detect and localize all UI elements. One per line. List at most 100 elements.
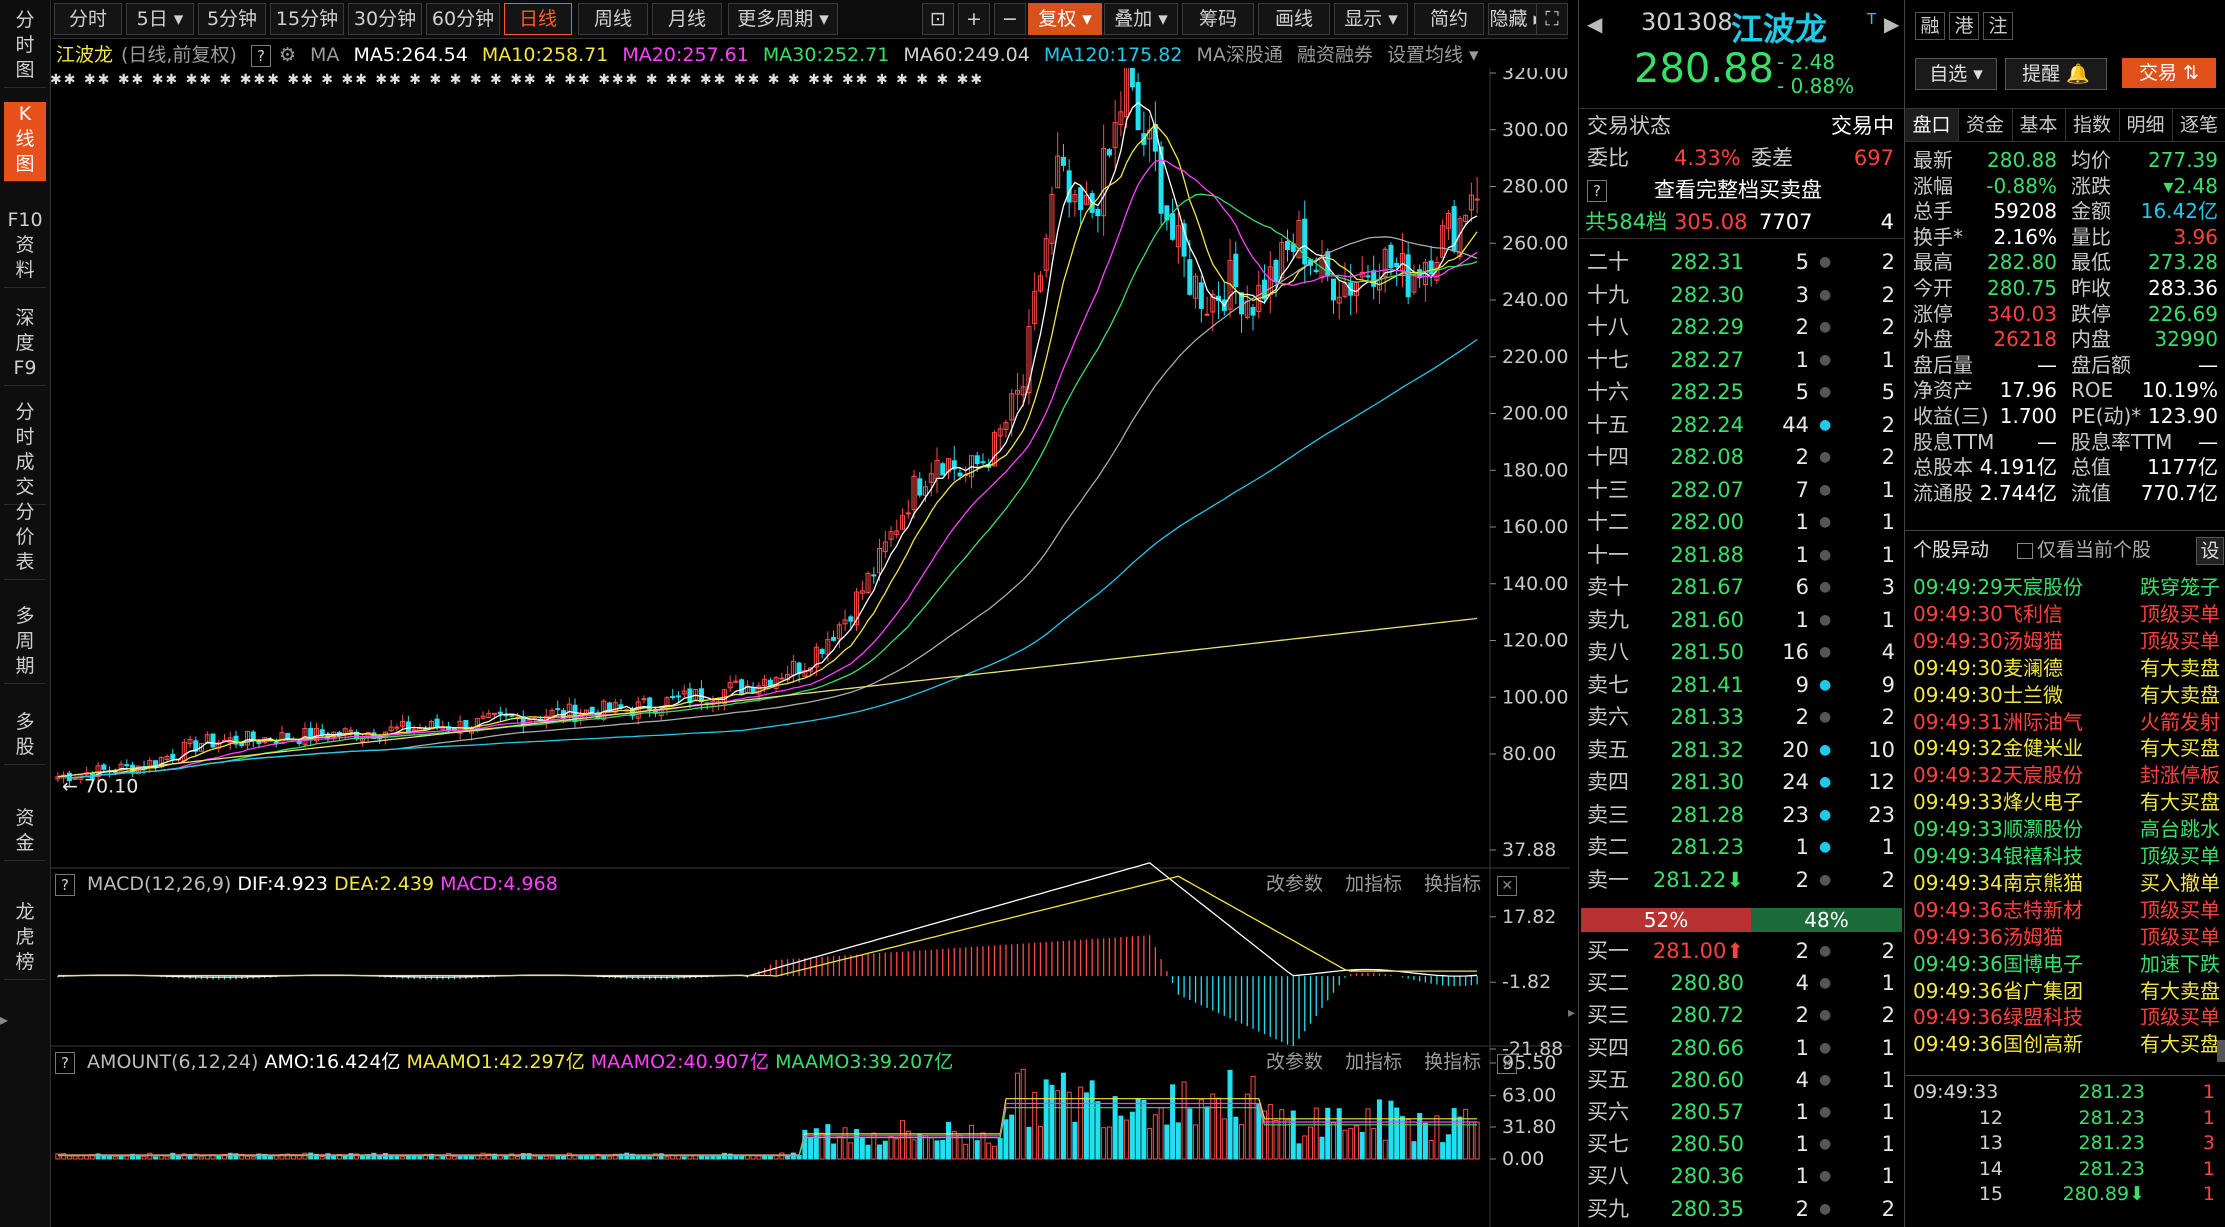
period-tab-8[interactable]: 月线 (652, 3, 722, 35)
bid-row[interactable]: 买四 280.66 1 ● 1 (1579, 1032, 1904, 1064)
event-row[interactable]: 09:49:34 银禧科技 顶级买单 (1905, 843, 2225, 870)
bid-row[interactable]: 买二 280.80 4 ● 1 (1579, 967, 1904, 999)
event-stock[interactable]: 顺灏股份 (2003, 817, 2083, 842)
amount-close-icon[interactable]: ✕ (1497, 1054, 1518, 1074)
event-row[interactable]: 09:49:31 洲际油气 火箭发射 (1905, 709, 2225, 736)
ask-row[interactable]: 卖六 281.33 2 ● 2 (1579, 701, 1904, 733)
bid-row[interactable]: 买八 280.36 1 ● 1 (1579, 1160, 1904, 1192)
nav-item-2[interactable]: F10 资 料 (4, 208, 46, 288)
event-row[interactable]: 09:49:36 志特新材 顶级买单 (1905, 897, 2225, 924)
event-stock[interactable]: 天宸股份 (2003, 763, 2083, 788)
macd-add-indicator-button[interactable]: 加指标 (1345, 873, 1403, 895)
ask-row[interactable]: 卖十 281.67 6 ● 3 (1579, 571, 1904, 603)
event-row[interactable]: 09:49:36 国博电子 加速下跌 (1905, 951, 2225, 978)
next-stock-arrow[interactable]: ▶ (1884, 12, 1900, 36)
event-row[interactable]: 09:49:36 汤姆猫 顶级买单 (1905, 924, 2225, 951)
period-tab-2[interactable]: 5分钟 (198, 3, 266, 35)
events-checkbox[interactable] (2017, 543, 2033, 559)
event-row[interactable]: 09:49:30 飞利信 顶级买单 (1905, 601, 2225, 628)
event-stock[interactable]: 金健米业 (2003, 736, 2083, 761)
zoom-out-icon[interactable]: − (994, 3, 1026, 35)
event-row[interactable]: 09:49:36 绿盟科技 顶级买单 (1905, 1004, 2225, 1031)
macd-switch-indicator-button[interactable]: 换指标 (1424, 873, 1482, 895)
ask-row[interactable]: 十八 282.29 2 ● 2 (1579, 311, 1904, 343)
news-markers[interactable]: ✱✱ ✱✱ ✱✱ ✱✱ ✱✱ ✱ ✱✱✱ ✱✱ ✱ ✱✱ ✱✱ ✱ ✱ ✱ ✱ … (50, 72, 985, 88)
bid-row[interactable]: 买九 280.35 2 ● 2 (1579, 1193, 1904, 1225)
event-stock[interactable]: 汤姆猫 (2003, 924, 2063, 949)
period-tab-6[interactable]: 日线 (504, 3, 572, 35)
ask-row[interactable]: 十九 282.30 3 ● 2 (1579, 279, 1904, 311)
nav-item-7[interactable]: 多 股 (4, 710, 46, 765)
period-tab-3[interactable]: 15分钟 (270, 3, 344, 35)
alert-button[interactable]: 提醒 🔔 (2005, 58, 2107, 90)
event-row[interactable]: 09:49:33 烽火电子 有大买盘 (1905, 789, 2225, 816)
amount-switch-indicator-button[interactable]: 换指标 (1424, 1051, 1482, 1073)
event-stock[interactable]: 汤姆猫 (2003, 628, 2063, 653)
tab-1[interactable]: 资金 (1959, 109, 2013, 141)
help-icon[interactable]: ? (250, 45, 271, 67)
tool-button-3[interactable]: 画线 (1258, 3, 1330, 35)
nav-item-9[interactable]: 龙 虎 榜 (4, 900, 46, 980)
tag-zhu[interactable]: 注 (1983, 12, 2013, 40)
ask-row[interactable]: 十二 282.00 1 ● 1 (1579, 506, 1904, 538)
ask-row[interactable]: 十六 282.25 5 ● 5 (1579, 376, 1904, 408)
prev-stock-arrow[interactable]: ◀ (1587, 12, 1603, 36)
period-tab-4[interactable]: 30分钟 (348, 3, 422, 35)
ask-row[interactable]: 卖一 281.22⬇ 2 ● 2 (1579, 864, 1904, 896)
nav-item-1[interactable]: K 线 图 (4, 102, 46, 182)
event-row[interactable]: 09:49:34 南京熊猫 买入撤单 (1905, 870, 2225, 897)
event-stock[interactable]: 志特新材 (2003, 897, 2083, 922)
ask-row[interactable]: 十一 281.88 1 ● 1 (1579, 539, 1904, 571)
event-row[interactable]: 09:49:32 金健米业 有大买盘 (1905, 735, 2225, 762)
panel-collapse-arrow[interactable]: ▸ (1568, 1005, 1576, 1021)
bid-row[interactable]: 买五 280.60 4 ● 1 (1579, 1064, 1904, 1096)
event-stock[interactable]: 士兰微 (2003, 682, 2063, 707)
event-row[interactable]: 09:49:36 省广集团 有大卖盘 (1905, 978, 2225, 1005)
event-stock[interactable]: 飞利信 (2003, 601, 2063, 626)
tool-button-0[interactable]: 复权 ▾ (1028, 3, 1102, 35)
settings-gear-icon[interactable]: ⚙ (278, 44, 296, 66)
amount-add-indicator-button[interactable]: 加指标 (1345, 1051, 1403, 1073)
tab-5[interactable]: 逐笔 (2173, 109, 2225, 141)
link-shengutong[interactable]: MA深股通 (1196, 44, 1283, 66)
tab-3[interactable]: 指数 (2066, 109, 2120, 141)
bid-row[interactable]: 买七 280.50 1 ● 1 (1579, 1128, 1904, 1160)
full-depth-button[interactable]: 查看完整档买卖盘 (1654, 178, 1822, 202)
lock-icon[interactable]: ⊡ (922, 3, 954, 35)
tab-4[interactable]: 明细 (2119, 109, 2173, 141)
depth-help-icon[interactable]: ? (1587, 180, 1607, 202)
event-row[interactable]: 09:49:30 麦澜德 有大卖盘 (1905, 655, 2225, 682)
events-settings-button[interactable]: 设 (2196, 537, 2224, 565)
ask-row[interactable]: 卖九 281.60 1 ● 1 (1579, 604, 1904, 636)
zoom-in-icon[interactable]: + (958, 3, 990, 35)
event-stock[interactable]: 烽火电子 (2003, 790, 2083, 815)
amount-help-icon[interactable]: ? (55, 1052, 75, 1074)
ask-row[interactable]: 卖三 281.28 23 ● 23 (1579, 799, 1904, 831)
ask-row[interactable]: 十七 282.27 1 ● 1 (1579, 344, 1904, 376)
event-row[interactable]: 09:49:30 士兰微 有大卖盘 (1905, 682, 2225, 709)
nav-item-3[interactable]: 深 度 F9 (4, 306, 46, 386)
watchlist-button[interactable]: 自选 ▾ (1915, 58, 1997, 90)
ask-row[interactable]: 十五 282.24 44 ● 2 (1579, 409, 1904, 441)
ask-row[interactable]: 十四 282.08 2 ● 2 (1579, 441, 1904, 473)
event-stock[interactable]: 省广集团 (2003, 978, 2083, 1003)
ask-row[interactable]: 卖八 281.50 16 ● 4 (1579, 636, 1904, 668)
ask-row[interactable]: 卖七 281.41 9 ● 9 (1579, 669, 1904, 701)
ask-row[interactable]: 二十 282.31 5 ● 2 (1579, 246, 1904, 278)
period-tab-1[interactable]: 5日 ▾ (126, 3, 194, 35)
tag-rong[interactable]: 融 (1915, 12, 1945, 40)
kline-chart[interactable]: 320.00 300.00 280.00 260.00 240.00 220.00 200.… (50, 68, 1570, 1227)
period-tab-7[interactable]: 周线 (578, 3, 648, 35)
ask-row[interactable]: 卖二 281.23 1 ● 1 (1579, 831, 1904, 863)
ask-row[interactable]: 卖四 281.30 24 ● 12 (1579, 766, 1904, 798)
event-stock[interactable]: 国创高新 (2003, 1032, 2083, 1057)
event-stock[interactable]: 麦澜德 (2003, 655, 2063, 680)
full-depth-row[interactable]: ? 查看完整档买卖盘 (1579, 174, 1904, 206)
period-tab-9[interactable]: 更多周期 ▾ (728, 3, 838, 35)
tool-button-1[interactable]: 叠加 ▾ (1104, 3, 1178, 35)
nav-collapse-arrow[interactable]: ▸ (0, 1010, 9, 1029)
event-stock[interactable]: 天宸股份 (2003, 575, 2083, 599)
macd-help-icon[interactable]: ? (55, 874, 75, 896)
trade-button[interactable]: 交易 ⇅ (2122, 58, 2216, 88)
amount-edit-params-button[interactable]: 改参数 (1266, 1051, 1324, 1073)
